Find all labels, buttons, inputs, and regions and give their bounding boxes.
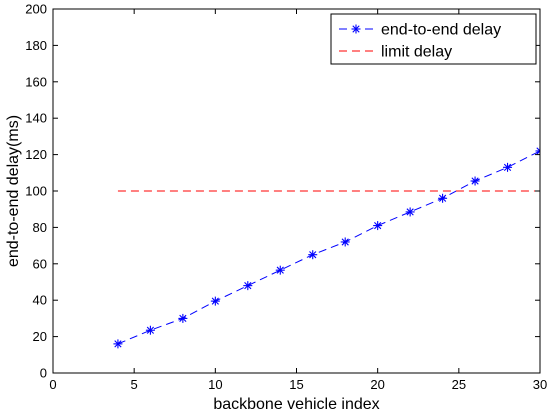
legend-label: limit delay [381, 44, 452, 61]
data-point [503, 162, 513, 172]
data-point [243, 281, 253, 291]
y-tick-label: 160 [25, 74, 47, 89]
data-point [405, 207, 415, 217]
data-point [178, 313, 188, 323]
data-point [340, 237, 350, 247]
y-tick-label: 40 [33, 293, 47, 308]
x-tick-label: 15 [289, 377, 303, 392]
data-point [210, 296, 220, 306]
y-tick-label: 0 [40, 366, 47, 381]
x-tick-label: 5 [131, 377, 138, 392]
y-tick-label: 20 [33, 329, 47, 344]
axes: 0 5 10 15 20 25 30 0 20 40 60 80 100 120 140 160 180 200 [25, 2, 547, 393]
x-tick-label: 30 [533, 377, 547, 392]
y-tick-label: 180 [25, 38, 47, 53]
data-point [308, 250, 318, 260]
y-tick-label: 80 [33, 220, 47, 235]
legend: end-to-end delay limit delay [330, 13, 537, 65]
x-tick-label: 10 [208, 377, 222, 392]
plot-area [113, 146, 540, 349]
legend-item-2: limit delay [339, 44, 452, 61]
legend-item-1: end-to-end delay [339, 22, 501, 39]
y-tick-label: 200 [25, 2, 47, 17]
legend-marker [351, 24, 361, 34]
x-tick-label: 25 [452, 377, 466, 392]
legend-box [330, 13, 537, 65]
data-point [470, 176, 480, 186]
y-tick-label: 100 [25, 184, 47, 199]
x-tick-label: 0 [49, 377, 56, 392]
data-point [145, 325, 155, 335]
data-point [275, 265, 285, 275]
legend-label: end-to-end delay [381, 22, 501, 39]
x-tick-label: 20 [370, 377, 384, 392]
y-tick-label: 120 [25, 147, 47, 162]
data-point [113, 339, 123, 349]
y-tick-label: 60 [33, 256, 47, 271]
data-point [373, 221, 383, 231]
y-axis-title: end-to-end delay(ms) [5, 115, 22, 267]
y-tick-label: 140 [25, 111, 47, 126]
data-point [438, 193, 448, 203]
x-axis-title: backbone vehicle index [213, 396, 379, 413]
data-point [535, 146, 540, 156]
